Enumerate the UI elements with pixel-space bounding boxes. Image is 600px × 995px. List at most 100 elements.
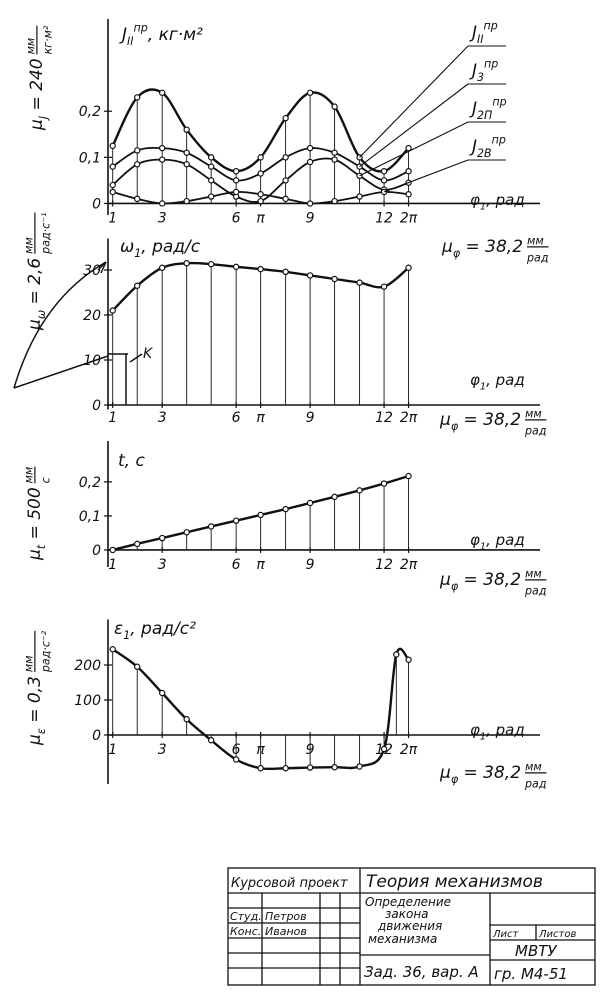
y-scale-text-num: мм	[22, 655, 35, 672]
y-tick-label: 0	[92, 543, 101, 559]
legend-label-sup: пр	[492, 96, 506, 109]
point	[331, 149, 338, 156]
point	[207, 260, 215, 268]
legend-label-main: J	[469, 61, 477, 81]
topic: Определение	[365, 895, 451, 909]
y-scale-text-den: с	[39, 477, 52, 483]
y-scale-text-den: рад·с⁻¹	[39, 213, 52, 255]
point	[232, 263, 240, 271]
y-scale-text: μJ = 240	[27, 58, 50, 131]
y-tick-label: 0	[92, 196, 101, 212]
y-scale-text-rest: = 2,6	[25, 258, 45, 310]
point	[356, 279, 363, 286]
point	[183, 197, 190, 205]
point	[134, 663, 141, 670]
x-axis-title-main: φ	[470, 371, 480, 389]
construction-ray	[13, 355, 109, 389]
point	[306, 499, 314, 507]
x-tick-label: π	[256, 557, 265, 573]
point	[158, 689, 166, 697]
y-scale-text-sub: t	[35, 544, 48, 549]
point	[158, 156, 166, 163]
x-tick-label: 3	[158, 742, 167, 758]
point	[405, 191, 412, 198]
point	[134, 161, 141, 168]
y-tick-label: 0,1	[79, 509, 101, 525]
x-tick-label: 6	[232, 210, 241, 226]
point	[331, 275, 338, 283]
y-tick-label: 10	[83, 353, 101, 369]
y-scale-text-num: мм	[22, 467, 35, 484]
point	[306, 89, 314, 96]
y-axis-title-sup: пр	[134, 22, 148, 35]
point	[109, 163, 116, 170]
point	[109, 181, 116, 189]
subject: Теория механизмов	[366, 872, 543, 892]
y-axis-title: ω1, рад/с	[120, 237, 201, 260]
point	[134, 540, 141, 548]
point	[134, 94, 141, 101]
org: МВТУ	[515, 942, 557, 960]
x-tick-label: 1	[108, 210, 117, 226]
point	[207, 737, 215, 744]
legend-label-sub: 2П	[477, 109, 492, 122]
y-scale-text-rest: = 500	[25, 487, 45, 545]
y-scale-text-den: рад·с⁻²	[39, 630, 52, 673]
x-scale-num: мм	[525, 760, 542, 773]
y-scale-text: μω = 2,6	[25, 258, 48, 331]
x-tick-label: 1	[108, 557, 117, 573]
point	[183, 149, 190, 156]
x-axis-title: φ1, рад	[470, 721, 525, 743]
y-scale-text-main: μ	[27, 119, 47, 131]
point	[306, 764, 314, 771]
construction-arrow	[97, 261, 107, 274]
legend-leader	[359, 45, 469, 158]
x-axis-title: φ1, рад	[470, 531, 525, 553]
point	[158, 534, 166, 542]
y-scale-text-num: мм	[24, 38, 37, 55]
x-axis-title-rest: , рад	[486, 531, 525, 549]
x-tick-label: 2π	[400, 210, 418, 226]
group: гр. М4-51	[494, 965, 568, 983]
x-axis-title-sub: 1	[480, 732, 486, 743]
y-axis-title-main: J	[119, 25, 127, 45]
x-tick-label: 1	[108, 742, 117, 758]
y-scale-text: με = 0,3	[25, 676, 48, 746]
x-tick-label: 12	[375, 410, 393, 426]
legend-label-sup: пр	[492, 134, 506, 147]
y-tick-label: 0,1	[79, 150, 101, 166]
point	[232, 517, 240, 524]
y-tick-label: 20	[83, 308, 101, 324]
sheet: Лист	[492, 929, 520, 940]
point	[109, 142, 116, 150]
y-tick-label: 0	[92, 398, 101, 414]
x-axis-title-sub: 1	[480, 542, 486, 553]
x-tick-label: 2π	[400, 410, 418, 426]
point	[158, 200, 166, 207]
x-axis-title-rest: , рад	[486, 721, 525, 739]
point	[257, 197, 264, 205]
y-axis-title: JIIпр, кг·м²	[119, 22, 203, 49]
x-tick-label: π	[256, 210, 265, 226]
y-axis-title-rest: , рад/с	[141, 237, 200, 257]
y-scale: μt = 500 мм с	[22, 466, 52, 561]
y-scale-text-sub: J	[37, 116, 50, 121]
x-scale-rest: = 38,2	[458, 763, 521, 783]
y-axis-title-sub: 1	[134, 247, 141, 260]
point	[282, 268, 289, 275]
y-scale-text-num: мм	[22, 237, 35, 254]
y-tick-label: 0	[92, 728, 101, 744]
x-tick-label: 12	[375, 557, 393, 573]
x-tick-label: 6	[232, 410, 241, 426]
y-scale-text-sub: ε	[35, 728, 48, 734]
point	[257, 511, 264, 519]
legend-label: J2Впр	[469, 134, 506, 161]
legend-label-sup: пр	[484, 20, 498, 33]
x-scale-num: мм	[525, 567, 542, 580]
construction-leader	[129, 353, 143, 363]
point	[183, 529, 190, 536]
x-scale: μφ = 38,2	[439, 570, 521, 593]
